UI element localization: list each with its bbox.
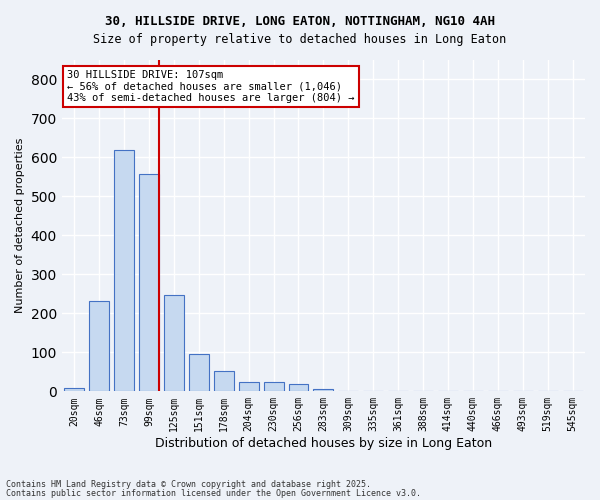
Bar [139,174,159,392]
Bar [313,390,334,392]
Bar [89,301,109,392]
Text: Contains public sector information licensed under the Open Government Licence v3: Contains public sector information licen… [6,488,421,498]
Text: Contains HM Land Registry data © Crown copyright and database right 2025.: Contains HM Land Registry data © Crown c… [6,480,371,489]
Bar [263,382,284,392]
Text: Size of property relative to detached houses in Long Eaton: Size of property relative to detached ho… [94,32,506,46]
Text: 30, HILLSIDE DRIVE, LONG EATON, NOTTINGHAM, NG10 4AH: 30, HILLSIDE DRIVE, LONG EATON, NOTTINGH… [105,15,495,28]
Bar [239,382,259,392]
Bar [64,388,84,392]
Bar [214,371,234,392]
Bar [189,354,209,392]
Bar [114,150,134,392]
Bar [164,294,184,392]
Bar [289,384,308,392]
X-axis label: Distribution of detached houses by size in Long Eaton: Distribution of detached houses by size … [155,437,492,450]
Y-axis label: Number of detached properties: Number of detached properties [15,138,25,314]
Text: 30 HILLSIDE DRIVE: 107sqm
← 56% of detached houses are smaller (1,046)
43% of se: 30 HILLSIDE DRIVE: 107sqm ← 56% of detac… [67,70,355,103]
